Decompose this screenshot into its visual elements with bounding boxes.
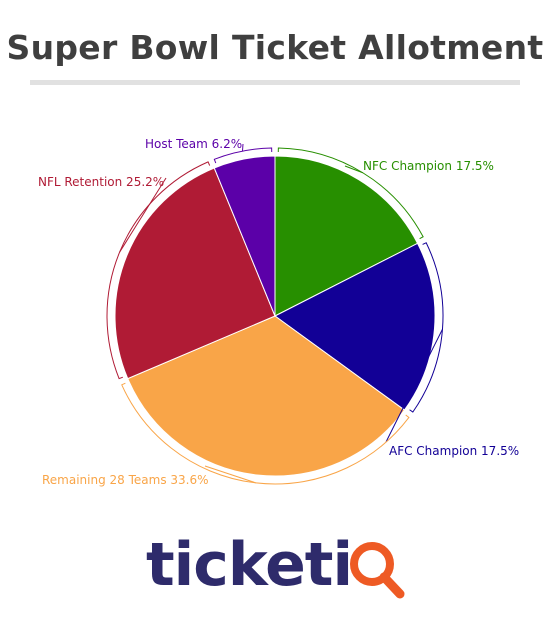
ticketiq-logo: ticketi bbox=[146, 530, 405, 600]
pie-slices bbox=[114, 155, 436, 477]
slice-leader-line bbox=[344, 165, 363, 174]
pie-slice-nfc-champion bbox=[274, 155, 419, 317]
slice-bracket bbox=[213, 147, 273, 164]
slice-label: AFC Champion 17.5% bbox=[389, 444, 519, 458]
slice-leader-line bbox=[204, 465, 257, 484]
pie-labels: NFC Champion 17.5% AFC Champion 17.5% Rema… bbox=[38, 137, 519, 487]
slice-leader-line bbox=[119, 177, 167, 253]
title-divider bbox=[30, 80, 520, 85]
pie-slice-host-team bbox=[213, 155, 276, 317]
slice-label: NFL Retention 25.2% bbox=[38, 175, 164, 189]
slice-label: NFC Champion 17.5% bbox=[363, 159, 494, 173]
chart-title: Super Bowl Ticket Allotment bbox=[6, 28, 544, 67]
slice-leader-line bbox=[385, 328, 443, 443]
pie-slice-nfl-retention bbox=[114, 167, 276, 380]
logo-wordmark: ticketi bbox=[146, 530, 352, 600]
pie-slice-afc-champion bbox=[274, 242, 436, 411]
magnifier-q-icon bbox=[350, 542, 405, 599]
slice-label: Host Team 6.2% bbox=[145, 137, 242, 151]
slice-leader-line bbox=[241, 143, 244, 152]
pie-slice-remaining-28-teams bbox=[127, 315, 406, 477]
pie-chart: NFC Champion 17.5% AFC Champion 17.5% Rema… bbox=[38, 137, 519, 487]
slice-label: Remaining 28 Teams 33.6% bbox=[42, 473, 209, 487]
